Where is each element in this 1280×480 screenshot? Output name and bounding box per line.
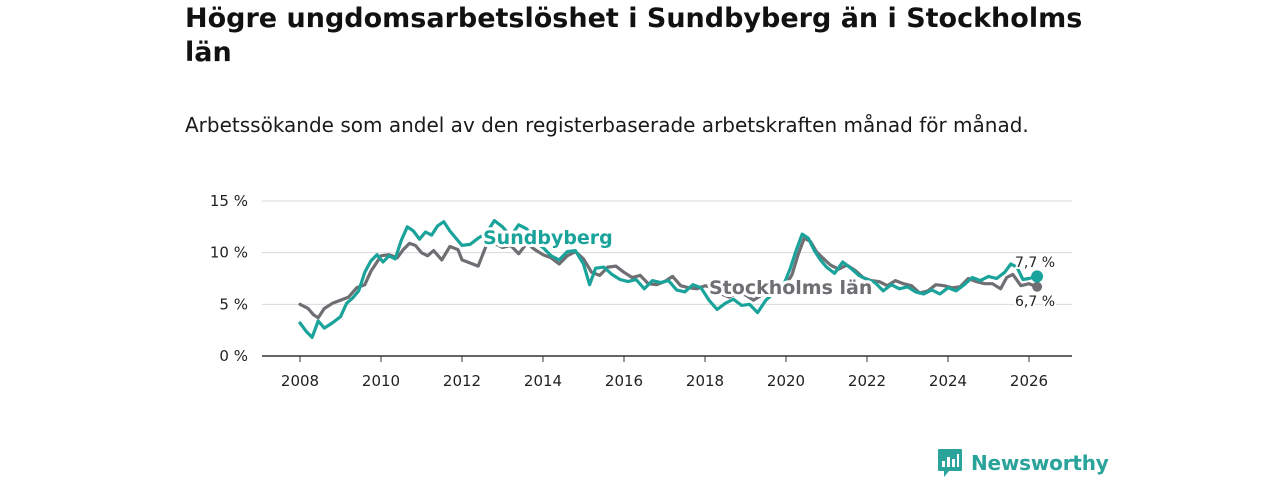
x-tick-label: 2022 [848, 372, 886, 390]
x-tick-label: 2024 [929, 372, 967, 390]
series-line-sundbyberg [298, 219, 1039, 339]
chart-title: Högre ungdomsarbetslöshet i Sundbyberg ä… [185, 3, 1083, 68]
series-end-marker [1032, 281, 1043, 292]
newsworthy-logo: Newsworthy [937, 448, 1109, 478]
y-axis-ticks: 0 % 5 % 10 % 15 % [210, 192, 248, 365]
y-tick-label: 5 % [219, 295, 248, 313]
x-tick-label: 2014 [524, 372, 562, 390]
x-tick-label: 2008 [281, 372, 319, 390]
x-tick-label: 2020 [767, 372, 805, 390]
x-tick-label: 2012 [443, 372, 481, 390]
x-tick-label: 2026 [1010, 372, 1048, 390]
series-labels: Stockholms län Sundbyberg 6,7 % 7,7 % [480, 224, 1057, 312]
series-end-marker [1031, 270, 1044, 283]
y-tick-label: 10 % [210, 244, 248, 262]
x-tick-label: 2010 [362, 372, 400, 390]
brand-name: Newsworthy [971, 451, 1109, 475]
series-label: Sundbyberg [483, 227, 613, 249]
x-tick-label: 2018 [686, 372, 724, 390]
bar-chart-speech-bubble-icon [938, 449, 962, 477]
y-tick-label: 15 % [210, 192, 248, 210]
series-line-stockholms-ln [298, 236, 1039, 320]
end-value-label: 7,7 % [1015, 255, 1055, 271]
series-label: Stockholms län [709, 277, 872, 299]
chart-subtitle: Arbetssökande som andel av den registerb… [185, 113, 1029, 137]
x-tick-label: 2016 [605, 372, 643, 390]
series-lines [298, 219, 1044, 339]
x-axis-ticks: 2008 2010 2012 2014 2016 2018 2020 2022 2024 2026 [281, 356, 1048, 390]
end-value-label: 6,7 % [1015, 294, 1055, 310]
y-tick-label: 0 % [219, 347, 248, 365]
